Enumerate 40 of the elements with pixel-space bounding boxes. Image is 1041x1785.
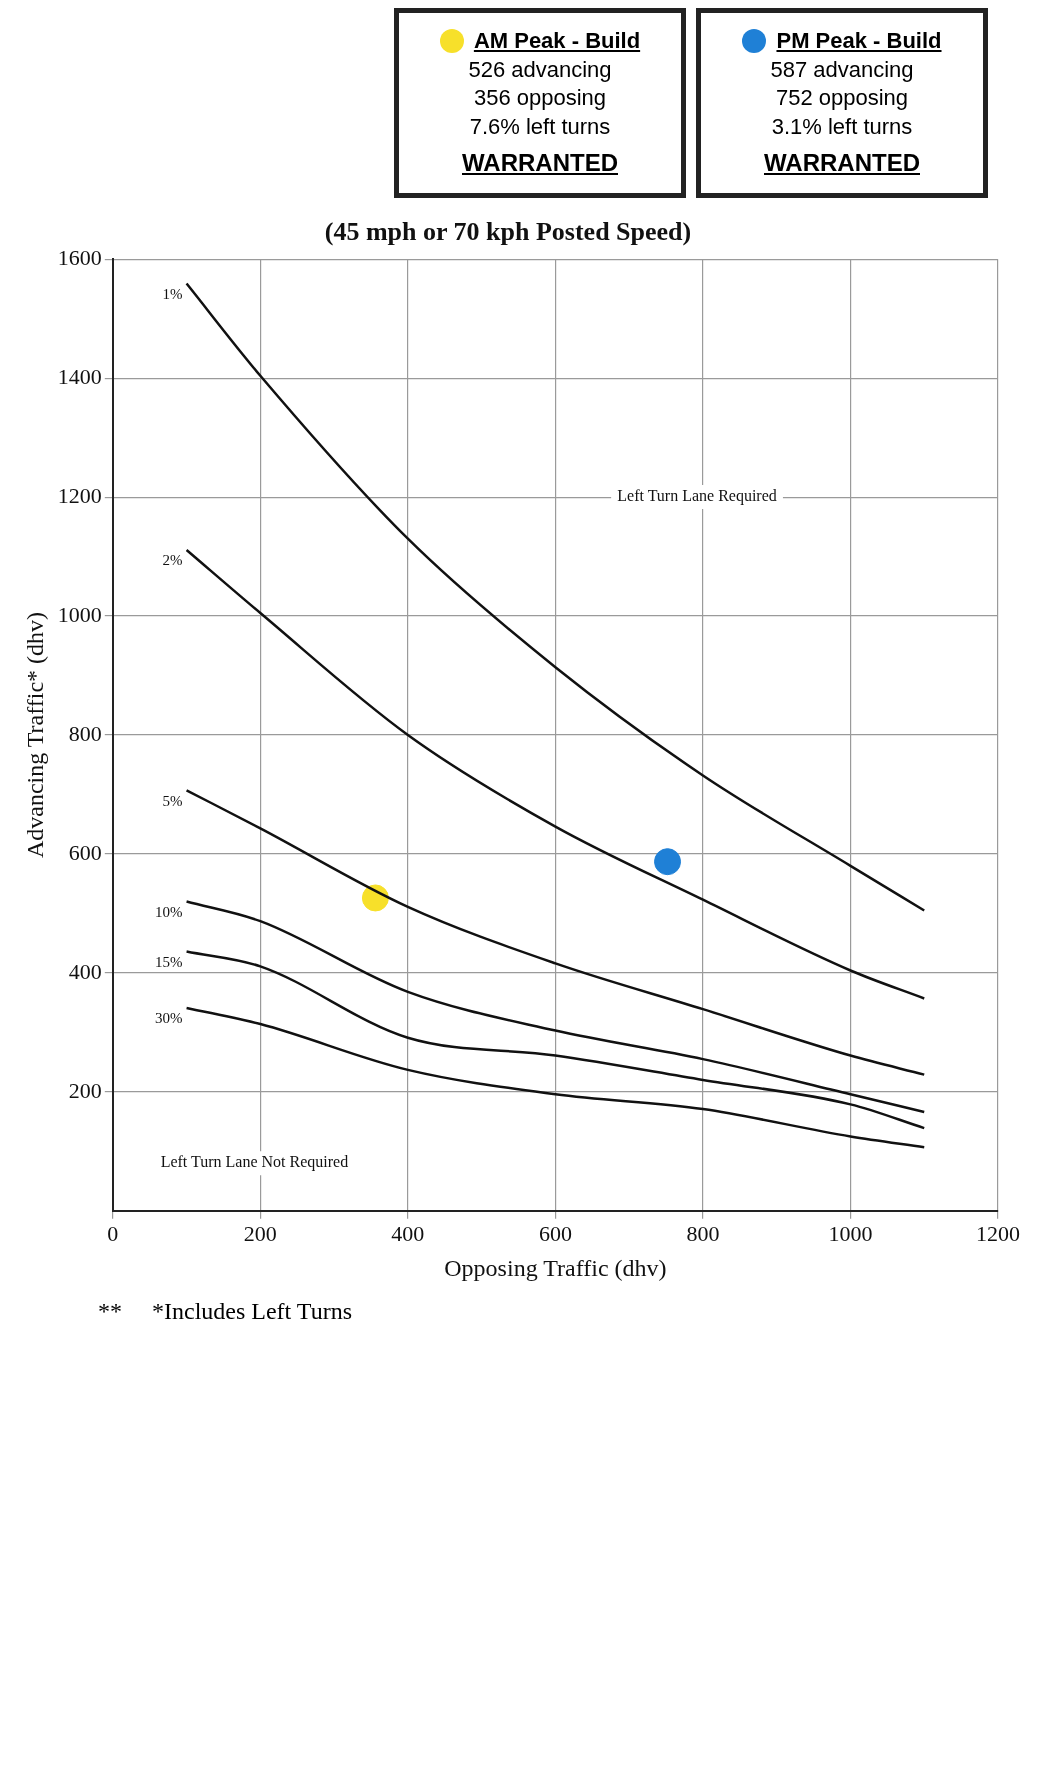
line-series [185, 788, 926, 1076]
series-label: 10% [155, 903, 183, 920]
series-label: 5% [162, 792, 183, 809]
x-tick-label: 1200 [976, 1220, 1020, 1246]
text: WARRANTED [461, 148, 619, 179]
y-tick-label: 200 [68, 1077, 102, 1103]
series-label: 15% [155, 953, 183, 970]
x-tick-label: 400 [391, 1220, 425, 1246]
legend-label: AM Peak - Build [473, 27, 641, 55]
y-tick-label: 1600 [57, 244, 102, 270]
y-tick-label: 800 [68, 720, 102, 746]
line-series [185, 899, 926, 1113]
line-series [185, 548, 926, 1000]
annotation: Left Turn Lane Not Required [160, 1152, 349, 1171]
line-series [185, 1006, 926, 1148]
y-tick-label: 600 [68, 839, 102, 865]
y-tick-label: 1000 [57, 601, 102, 627]
text: ** [98, 1297, 122, 1325]
x-tick-label: 600 [538, 1220, 572, 1246]
series-label: 1% [162, 285, 183, 302]
legend-label: PM Peak - Build [776, 27, 942, 55]
text: 526 advancing 356 opposing 7.6% left turns [467, 55, 613, 141]
text: 587 advancing 752 opposing 3.1% left turns [769, 55, 915, 141]
annotation: Left Turn Lane Required [617, 486, 777, 505]
x-tick-label: 0 [107, 1220, 119, 1246]
text: WARRANTED [763, 148, 921, 179]
x-tick-label: 800 [686, 1220, 720, 1246]
y-axis-title: Advancing Traffic* (dhv) [21, 611, 48, 858]
y-tick-label: 1400 [57, 363, 102, 389]
x-axis-title: Opposing Traffic (dhv) [444, 1254, 667, 1281]
x-tick-label: 1000 [828, 1220, 873, 1246]
text: *Includes Left Turns [152, 1297, 352, 1325]
y-tick-label: 1200 [57, 482, 102, 508]
series-label: 30% [155, 1009, 183, 1026]
x-tick-label: 200 [243, 1220, 277, 1246]
line-series [185, 949, 926, 1129]
series-label: 2% [162, 552, 183, 569]
line-series [185, 281, 926, 912]
y-tick-label: 400 [68, 958, 102, 984]
chart-title: (45 mph or 70 kph Posted Speed) [324, 216, 692, 246]
